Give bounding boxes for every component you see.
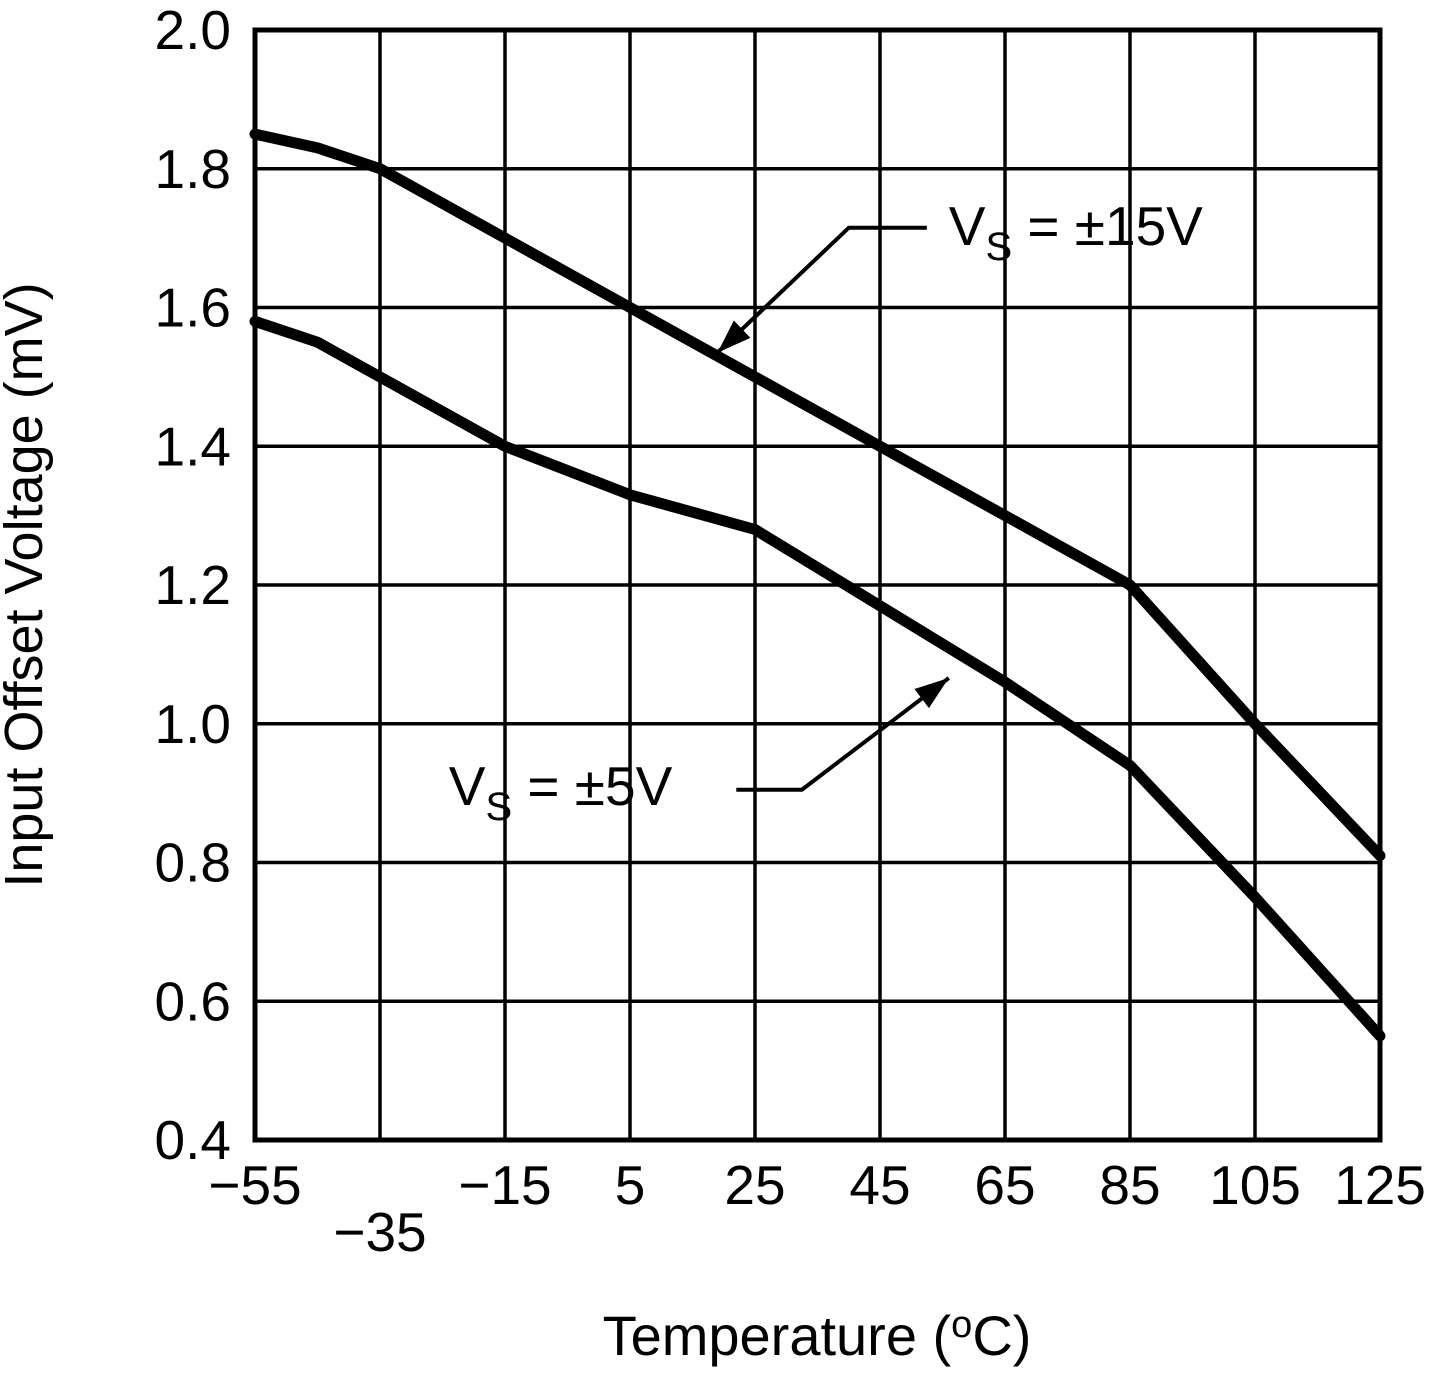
annotation-arrowhead	[717, 320, 751, 353]
x-tick-label: 5	[615, 1154, 646, 1216]
y-tick-label: 1.0	[155, 693, 231, 755]
x-tick-label: −15	[458, 1154, 551, 1216]
x-tick-label: 45	[849, 1154, 910, 1216]
annotation-leader-line	[716, 225, 927, 355]
x-tick-label: 25	[724, 1154, 785, 1216]
y-tick-label: 0.8	[155, 832, 231, 894]
plot-area: −55 −35 −15 5 25 45 65 85 105 125 2.0 1.8 1.6 1.4 1.2 1…	[155, 0, 1426, 1263]
series-curve-vs-15v	[249, 128, 1386, 862]
y-tick-label: 1.8	[155, 138, 231, 200]
y-axis-title: Input Offset Voltage (mV)	[0, 282, 54, 887]
x-tick-label: −55	[208, 1154, 301, 1216]
x-tick-label: 105	[1209, 1154, 1301, 1216]
annotation-leader-line	[736, 676, 951, 792]
x-tick-label: 85	[1099, 1154, 1160, 1216]
y-tick-label: 0.4	[155, 1109, 231, 1171]
series-curve-vs-5v	[249, 315, 1386, 1042]
x-tick-label: −35	[333, 1201, 426, 1263]
y-tick-label: 1.6	[155, 277, 231, 339]
plot-border	[252, 27, 1383, 1143]
y-tick-label: 2.0	[155, 0, 231, 61]
y-tick-label: 0.6	[155, 970, 231, 1032]
x-tick-label: 125	[1334, 1154, 1426, 1216]
x-axis-title: Temperature (oC)	[603, 1304, 1032, 1367]
y-tick-label: 1.2	[155, 554, 231, 616]
annotation-label: VS = ±15V	[949, 195, 1203, 269]
x-tick-label: 65	[974, 1154, 1035, 1216]
annotation-arrowhead	[914, 677, 949, 709]
y-tick-label: 1.4	[155, 415, 231, 477]
annotation-label: VS = ±5V	[449, 755, 673, 829]
